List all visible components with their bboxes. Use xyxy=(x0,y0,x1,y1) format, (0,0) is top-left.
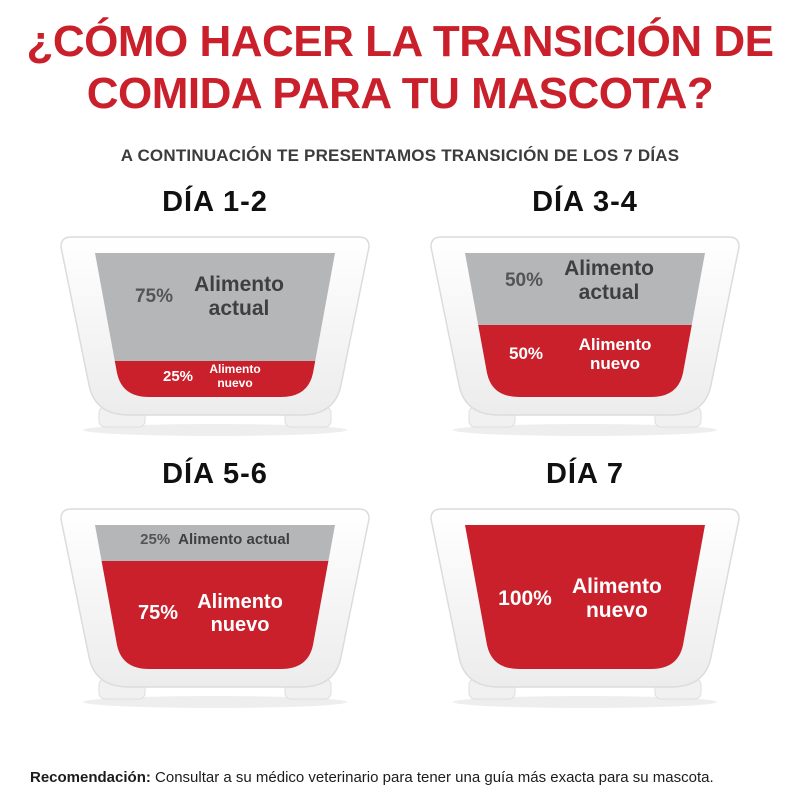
panel-dia-7: DÍA 7 100% Alimento nuevo xyxy=(415,458,755,712)
panel-dia-1-2: DÍA 1-2 75% Alimento actual 25% Alimento… xyxy=(45,186,385,440)
footer-note-label: Recomendación: xyxy=(30,769,151,786)
day-label: DÍA 1-2 xyxy=(162,185,268,218)
footer-note-text: Consultar a su médico veterinario para t… xyxy=(150,769,714,786)
new-food-name: Alimento nuevo xyxy=(197,590,283,636)
new-food-percent: 75% xyxy=(137,602,179,625)
new-food-label-group: 50% Alimento nuevo xyxy=(430,335,740,374)
new-food-label-group: 75% Alimento nuevo xyxy=(60,591,370,637)
new-food-name: Alimento nuevo xyxy=(571,574,662,622)
new-food-percent: 100% xyxy=(498,586,552,610)
new-food-percent: 25% xyxy=(162,368,194,386)
bowl: 50% Alimento actual 50% Alimento nuevo xyxy=(415,225,755,440)
bowl: 25% Alimento actual 75% Alimento nuevo xyxy=(45,497,385,712)
page-title-line-1: ¿CÓMO HACER LA TRANSICIÓN DE xyxy=(26,17,774,66)
panel-dia-3-4: DÍA 3-4 50% Alimento actual 50% Alimento… xyxy=(415,186,755,440)
old-food-name: Alimento actual xyxy=(178,530,290,548)
old-food-label-group: 75% Alimento actual xyxy=(60,273,370,321)
new-food-name: Alimento nuevo xyxy=(578,334,652,374)
bowl-graphic xyxy=(60,508,370,708)
bowl-graphic xyxy=(430,508,740,708)
bowl-graphic xyxy=(430,236,740,436)
day-label: DÍA 3-4 xyxy=(532,185,638,218)
old-food-name: Alimento actual xyxy=(194,272,284,320)
new-food-name: Alimento nuevo xyxy=(209,361,261,390)
bowl: 75% Alimento actual 25% Alimento nuevo xyxy=(45,225,385,440)
bowl: 100% Alimento nuevo xyxy=(415,497,755,712)
panel-dia-5-6: DÍA 5-6 25% Alimento actual 75% Alimento… xyxy=(45,458,385,712)
old-food-percent: 75% xyxy=(134,285,174,307)
bowl-graphic xyxy=(60,236,370,436)
old-food-name: Alimento actual xyxy=(564,256,654,304)
day-label: DÍA 5-6 xyxy=(162,457,268,490)
page-title-line-2: COMIDA PARA TU MASCOTA? xyxy=(86,68,714,118)
old-food-label-group: 50% Alimento actual xyxy=(430,257,740,305)
subtitle: A CONTINUACIÓN TE PRESENTAMOS TRANSICIÓN… xyxy=(120,145,680,165)
old-food-percent: 50% xyxy=(504,269,544,291)
page-title: ¿CÓMO HACER LA TRANSICIÓN DE COMIDA PARA… xyxy=(0,0,800,120)
bowls-grid: DÍA 1-2 75% Alimento actual 25% Alimento… xyxy=(0,186,800,712)
old-food-percent: 25% xyxy=(140,530,171,548)
new-food-label-group: 100% Alimento nuevo xyxy=(430,575,740,623)
footer-note: Recomendación: Consultar a su médico vet… xyxy=(30,769,770,786)
day-label: DÍA 7 xyxy=(545,457,625,490)
new-food-label-group: 25% Alimento nuevo xyxy=(60,361,370,391)
new-food-percent: 50% xyxy=(508,344,544,364)
old-food-label-group: 25% Alimento actual xyxy=(60,531,370,548)
